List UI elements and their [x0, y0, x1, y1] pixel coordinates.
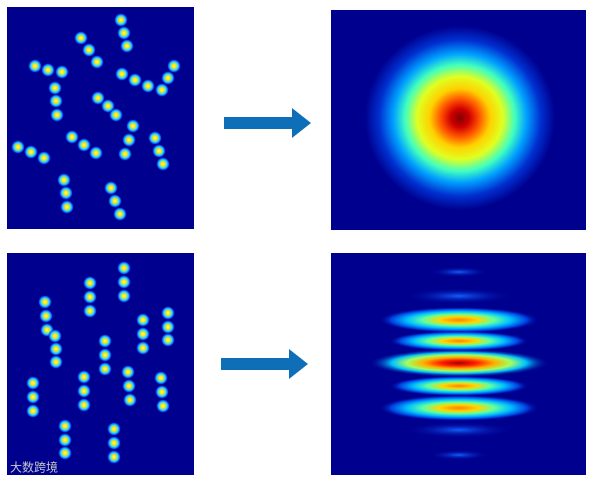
dot [26, 376, 40, 390]
dot [136, 313, 150, 327]
dot [117, 26, 131, 40]
dot [117, 289, 131, 303]
dot [126, 119, 140, 133]
dot [77, 138, 91, 152]
dot [48, 329, 62, 343]
dot [167, 59, 181, 73]
dot [77, 370, 91, 384]
dot [155, 385, 169, 399]
dot [161, 320, 175, 334]
dot [161, 333, 175, 347]
dot [108, 194, 122, 208]
dot [148, 131, 162, 145]
panel [7, 7, 194, 229]
dot [83, 276, 97, 290]
dot [74, 31, 88, 45]
dot [118, 147, 132, 161]
arrow [221, 349, 308, 379]
band [404, 422, 514, 438]
dot [26, 404, 40, 418]
dot [107, 450, 121, 464]
dot [98, 362, 112, 376]
dot [114, 13, 128, 27]
band [429, 267, 489, 277]
dot [122, 133, 136, 147]
dot [50, 108, 64, 122]
dot [128, 73, 142, 87]
band [429, 450, 489, 460]
dot [90, 55, 104, 69]
dot [156, 399, 170, 413]
band [404, 288, 514, 304]
dot [28, 59, 42, 73]
dot [161, 71, 175, 85]
dot [11, 140, 25, 154]
band [379, 307, 539, 333]
dot [136, 327, 150, 341]
dots [11, 13, 181, 464]
dot [98, 348, 112, 362]
dot [77, 398, 91, 412]
dot [123, 393, 137, 407]
dot [57, 173, 71, 187]
dot [49, 94, 63, 108]
airy-pattern [365, 26, 555, 210]
dot [109, 108, 123, 122]
dot [141, 79, 155, 93]
bands [369, 267, 549, 460]
dot [24, 145, 38, 159]
dot [49, 355, 63, 369]
dot [26, 390, 40, 404]
dot [154, 371, 168, 385]
dot [115, 67, 129, 81]
dot [104, 181, 118, 195]
dot [98, 334, 112, 348]
dot [77, 384, 91, 398]
dot [156, 157, 170, 171]
dot [83, 290, 97, 304]
dot [55, 65, 69, 79]
dot [89, 146, 103, 160]
dot [58, 419, 72, 433]
arrow [224, 108, 311, 138]
dot [83, 304, 97, 318]
dot [113, 207, 127, 221]
dot [136, 341, 150, 355]
dot [58, 446, 72, 460]
band [389, 331, 529, 351]
dot [152, 144, 166, 158]
dot [38, 295, 52, 309]
dot [48, 81, 62, 95]
dot [59, 186, 73, 200]
dot [107, 436, 121, 450]
dot [41, 63, 55, 77]
band [369, 349, 549, 377]
dot [60, 200, 74, 214]
dot [121, 365, 135, 379]
dot [122, 379, 136, 393]
dot [117, 275, 131, 289]
dot [155, 83, 169, 97]
dot [91, 91, 105, 105]
dot [117, 261, 131, 275]
dot [39, 309, 53, 323]
dot [37, 151, 51, 165]
dot [161, 306, 175, 320]
dot [49, 342, 63, 356]
dot [65, 130, 79, 144]
dot [107, 422, 121, 436]
dot [120, 39, 134, 53]
watermark: 大数跨境 [10, 460, 58, 475]
dot [58, 433, 72, 447]
dot [82, 43, 96, 57]
band [379, 395, 539, 421]
dot [101, 99, 115, 113]
band [389, 376, 529, 396]
